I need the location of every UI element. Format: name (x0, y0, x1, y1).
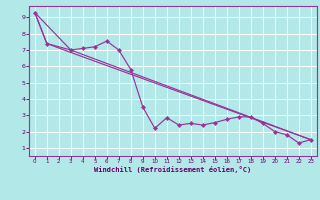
X-axis label: Windchill (Refroidissement éolien,°C): Windchill (Refroidissement éolien,°C) (94, 166, 252, 173)
